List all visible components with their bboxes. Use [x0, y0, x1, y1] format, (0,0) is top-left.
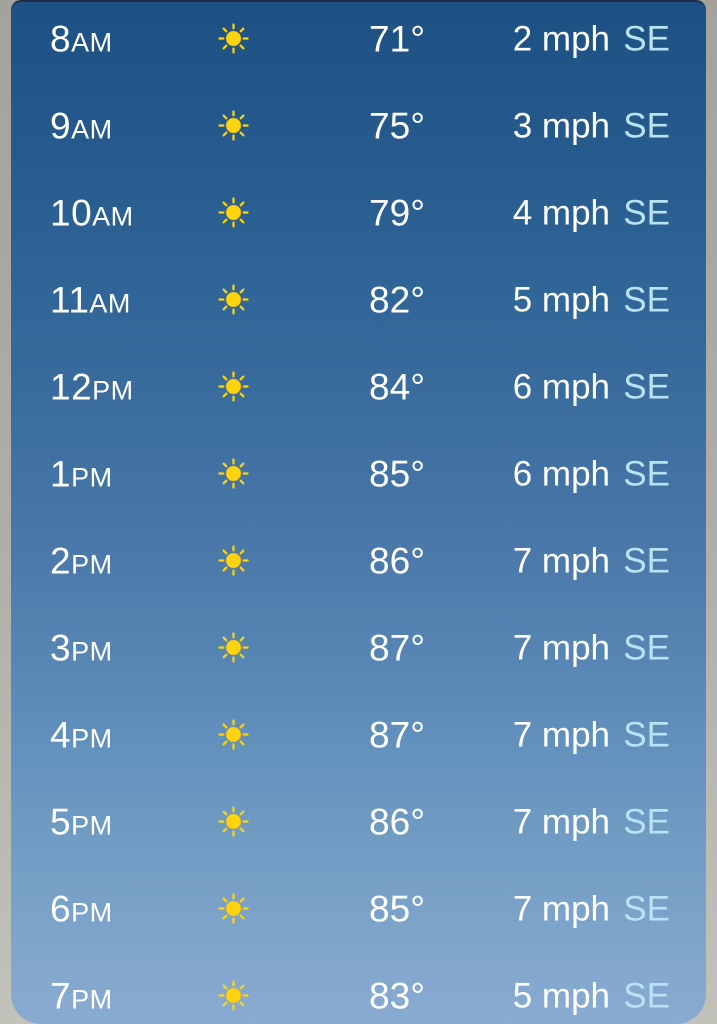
hourly-forecast-row: 11AM 82° 5 mph SE: [11, 256, 706, 343]
wind-direction-value: SE: [623, 19, 670, 58]
temperature-value: 83°: [369, 975, 425, 1016]
hourly-forecast-row: 5PM 86° 7 mph SE: [11, 778, 706, 865]
sun-icon: [217, 719, 249, 750]
sun-icon: [217, 893, 249, 924]
hourly-forecast-row: 2PM 86° 7 mph SE: [11, 517, 706, 604]
wind-speed-value: 6 mph: [512, 454, 610, 493]
sun-icon: [217, 371, 249, 402]
temperature-value: 87°: [369, 714, 425, 755]
wind-speed-value: 7 mph: [512, 715, 610, 754]
sun-icon: [217, 632, 249, 663]
hour-label: 9AM: [50, 105, 113, 146]
hourly-forecast-row: 8AM 71° 2 mph SE: [11, 2, 706, 82]
sun-icon: [217, 545, 249, 576]
wind-speed-value: 7 mph: [512, 802, 610, 841]
wind-direction-value: SE: [623, 715, 670, 754]
temperature-value: 86°: [369, 801, 425, 842]
condition-cell: [216, 22, 250, 56]
sun-icon: [217, 110, 249, 141]
wind-direction-value: SE: [623, 541, 670, 580]
hour-label: 5PM: [50, 801, 113, 842]
meridiem-label: PM: [71, 897, 113, 927]
wind-direction-value: SE: [623, 367, 670, 406]
hourly-forecast-row: 1PM 85° 6 mph SE: [11, 430, 706, 517]
meridiem-label: PM: [71, 462, 113, 492]
wind-speed-value: 7 mph: [512, 889, 610, 928]
sun-icon: [217, 284, 249, 315]
wind-direction-value: SE: [623, 454, 670, 493]
hour-label: 7PM: [50, 975, 113, 1016]
wind-speed-value: 7 mph: [512, 541, 610, 580]
hourly-forecast-row: 12PM 84° 6 mph SE: [11, 343, 706, 430]
temperature-value: 71°: [369, 18, 425, 59]
hour-label: 3PM: [50, 627, 113, 668]
meridiem-label: AM: [89, 288, 131, 318]
condition-cell: [216, 370, 250, 404]
sun-icon: [217, 197, 249, 228]
sun-icon: [217, 980, 249, 1011]
meridiem-label: PM: [71, 810, 113, 840]
hourly-forecast-list[interactable]: 8AM 71° 2 mph SE 9AM: [11, 2, 706, 1024]
wind-speed-value: 4 mph: [512, 193, 610, 232]
meridiem-label: AM: [71, 27, 113, 57]
temperature-value: 86°: [369, 540, 425, 581]
condition-cell: [216, 631, 250, 665]
wind-speed-value: 3 mph: [512, 106, 610, 145]
condition-cell: [216, 109, 250, 143]
temperature-value: 84°: [369, 366, 425, 407]
wind-direction-value: SE: [623, 193, 670, 232]
hour-label: 11AM: [50, 279, 131, 320]
wind-speed-value: 2 mph: [512, 19, 610, 58]
hourly-forecast-row: 10AM 79° 4 mph SE: [11, 169, 706, 256]
wind-direction-value: SE: [623, 802, 670, 841]
temperature-value: 85°: [369, 453, 425, 494]
condition-cell: [216, 979, 250, 1013]
wind-speed-value: 5 mph: [512, 976, 610, 1015]
hourly-forecast-panel: 8AM 71° 2 mph SE 9AM: [11, 0, 706, 1024]
meridiem-label: PM: [71, 636, 113, 666]
temperature-value: 85°: [369, 888, 425, 929]
meridiem-label: PM: [71, 723, 113, 753]
hour-label: 1PM: [50, 453, 113, 494]
hourly-forecast-row: 3PM 87° 7 mph SE: [11, 604, 706, 691]
temperature-value: 82°: [369, 279, 425, 320]
sun-icon: [217, 23, 249, 54]
condition-cell: [216, 805, 250, 839]
meridiem-label: PM: [71, 549, 113, 579]
hour-label: 6PM: [50, 888, 113, 929]
wind-direction-value: SE: [623, 976, 670, 1015]
condition-cell: [216, 457, 250, 491]
temperature-value: 75°: [369, 105, 425, 146]
hourly-forecast-row: 4PM 87° 7 mph SE: [11, 691, 706, 778]
hour-label: 12PM: [50, 366, 134, 407]
hour-label: 8AM: [50, 18, 113, 59]
hourly-forecast-row: 7PM 83° 5 mph SE: [11, 952, 706, 1024]
temperature-value: 79°: [369, 192, 425, 233]
condition-cell: [216, 718, 250, 752]
wind-direction-value: SE: [623, 106, 670, 145]
wind-speed-value: 5 mph: [512, 280, 610, 319]
meridiem-label: PM: [92, 375, 134, 405]
wind-direction-value: SE: [623, 889, 670, 928]
condition-cell: [216, 544, 250, 578]
hourly-forecast-row: 9AM 75° 3 mph SE: [11, 82, 706, 169]
hour-label: 2PM: [50, 540, 113, 581]
hour-label: 10AM: [50, 192, 134, 233]
meridiem-label: AM: [71, 114, 113, 144]
wind-direction-value: SE: [623, 628, 670, 667]
condition-cell: [216, 892, 250, 926]
meridiem-label: PM: [71, 984, 113, 1014]
wind-speed-value: 6 mph: [512, 367, 610, 406]
meridiem-label: AM: [92, 201, 134, 231]
sun-icon: [217, 458, 249, 489]
temperature-value: 87°: [369, 627, 425, 668]
hourly-forecast-row: 6PM 85° 7 mph SE: [11, 865, 706, 952]
condition-cell: [216, 283, 250, 317]
wind-direction-value: SE: [623, 280, 670, 319]
wind-speed-value: 7 mph: [512, 628, 610, 667]
sun-icon: [217, 806, 249, 837]
hour-label: 4PM: [50, 714, 113, 755]
condition-cell: [216, 196, 250, 230]
